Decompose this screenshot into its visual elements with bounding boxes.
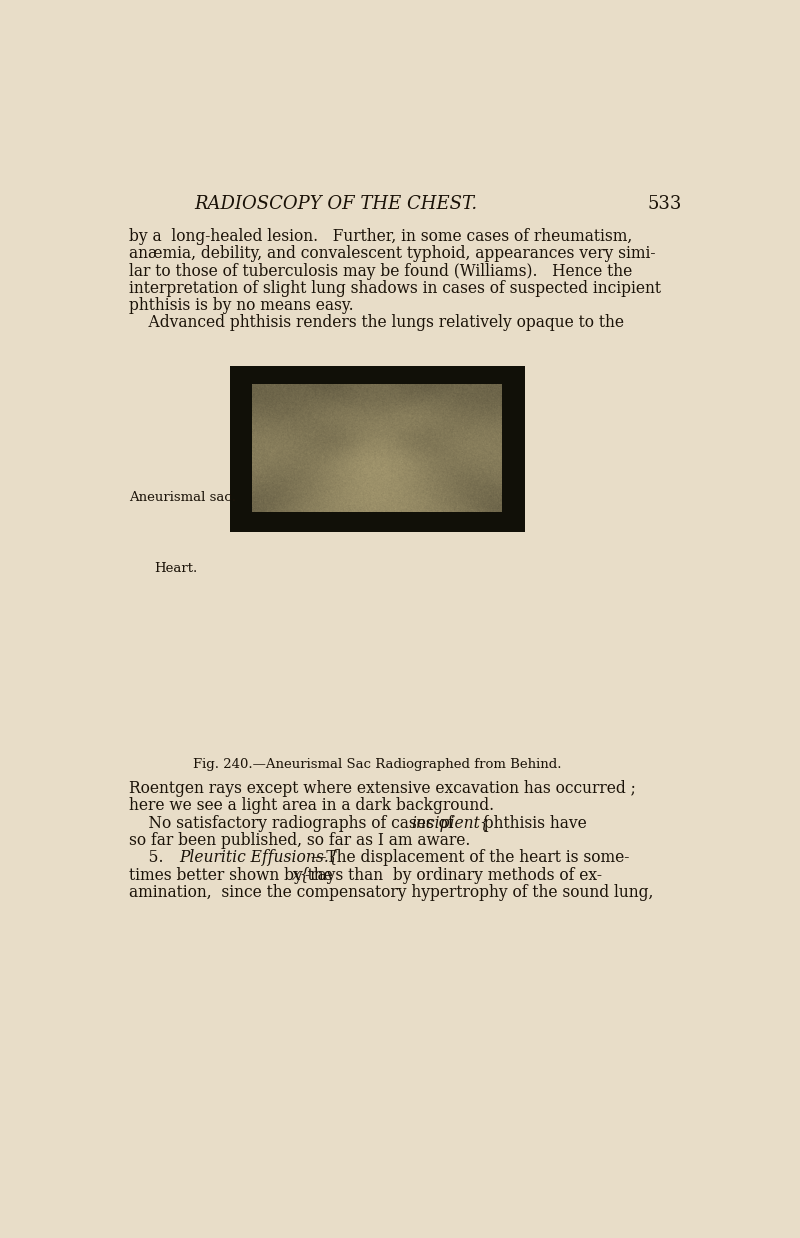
Text: —The displacement of the heart is some-: —The displacement of the heart is some- (311, 849, 630, 867)
Text: Heart.: Heart. (154, 562, 198, 576)
Text: No satisfactory radiographs of cases of: No satisfactory radiographs of cases of (130, 815, 464, 832)
Text: here we see a light area in a dark background.: here we see a light area in a dark backg… (130, 797, 494, 815)
Text: so far been published, so far as I am aware.: so far been published, so far as I am aw… (130, 832, 471, 849)
Text: incipient{: incipient{ (411, 815, 490, 832)
Text: x{: x{ (293, 867, 311, 884)
Text: lar to those of tuberculosis may be found (Williams).   Hence the: lar to those of tuberculosis may be foun… (130, 262, 633, 280)
Bar (230, 366, 525, 532)
Text: Roentgen rays except where extensive excavation has occurred ;: Roentgen rays except where extensive exc… (130, 780, 636, 797)
Text: Advanced phthisis renders the lungs relatively opaque to the: Advanced phthisis renders the lungs rela… (130, 314, 625, 332)
Text: anæmia, debility, and convalescent typhoid, appearances very simi-: anæmia, debility, and convalescent typho… (130, 245, 656, 262)
Text: Pleuritic Effusions.{: Pleuritic Effusions.{ (180, 849, 339, 867)
Text: by a  long-healed lesion.   Further, in some cases of rheumatism,: by a long-healed lesion. Further, in som… (130, 228, 633, 245)
Text: Fig. 240.—Aneurismal Sac Radiographed from Behind.: Fig. 240.—Aneurismal Sac Radiographed fr… (194, 759, 562, 771)
Text: -rays than  by ordinary methods of ex-: -rays than by ordinary methods of ex- (305, 867, 602, 884)
Text: phthisis is by no means easy.: phthisis is by no means easy. (130, 297, 354, 314)
Text: interpretation of slight lung shadows in cases of suspected incipient: interpretation of slight lung shadows in… (130, 280, 662, 297)
Text: RADIOSCOPY OF THE CHEST.: RADIOSCOPY OF THE CHEST. (194, 196, 477, 213)
Text: 533: 533 (647, 196, 682, 213)
Text: Aneurismal sac.: Aneurismal sac. (130, 491, 237, 504)
Text: 5.: 5. (130, 849, 174, 867)
Text: phthisis have: phthisis have (474, 815, 587, 832)
Text: times better shown by the: times better shown by the (130, 867, 338, 884)
Text: amination,  since the compensatory hypertrophy of the sound lung,: amination, since the compensatory hypert… (130, 884, 654, 901)
